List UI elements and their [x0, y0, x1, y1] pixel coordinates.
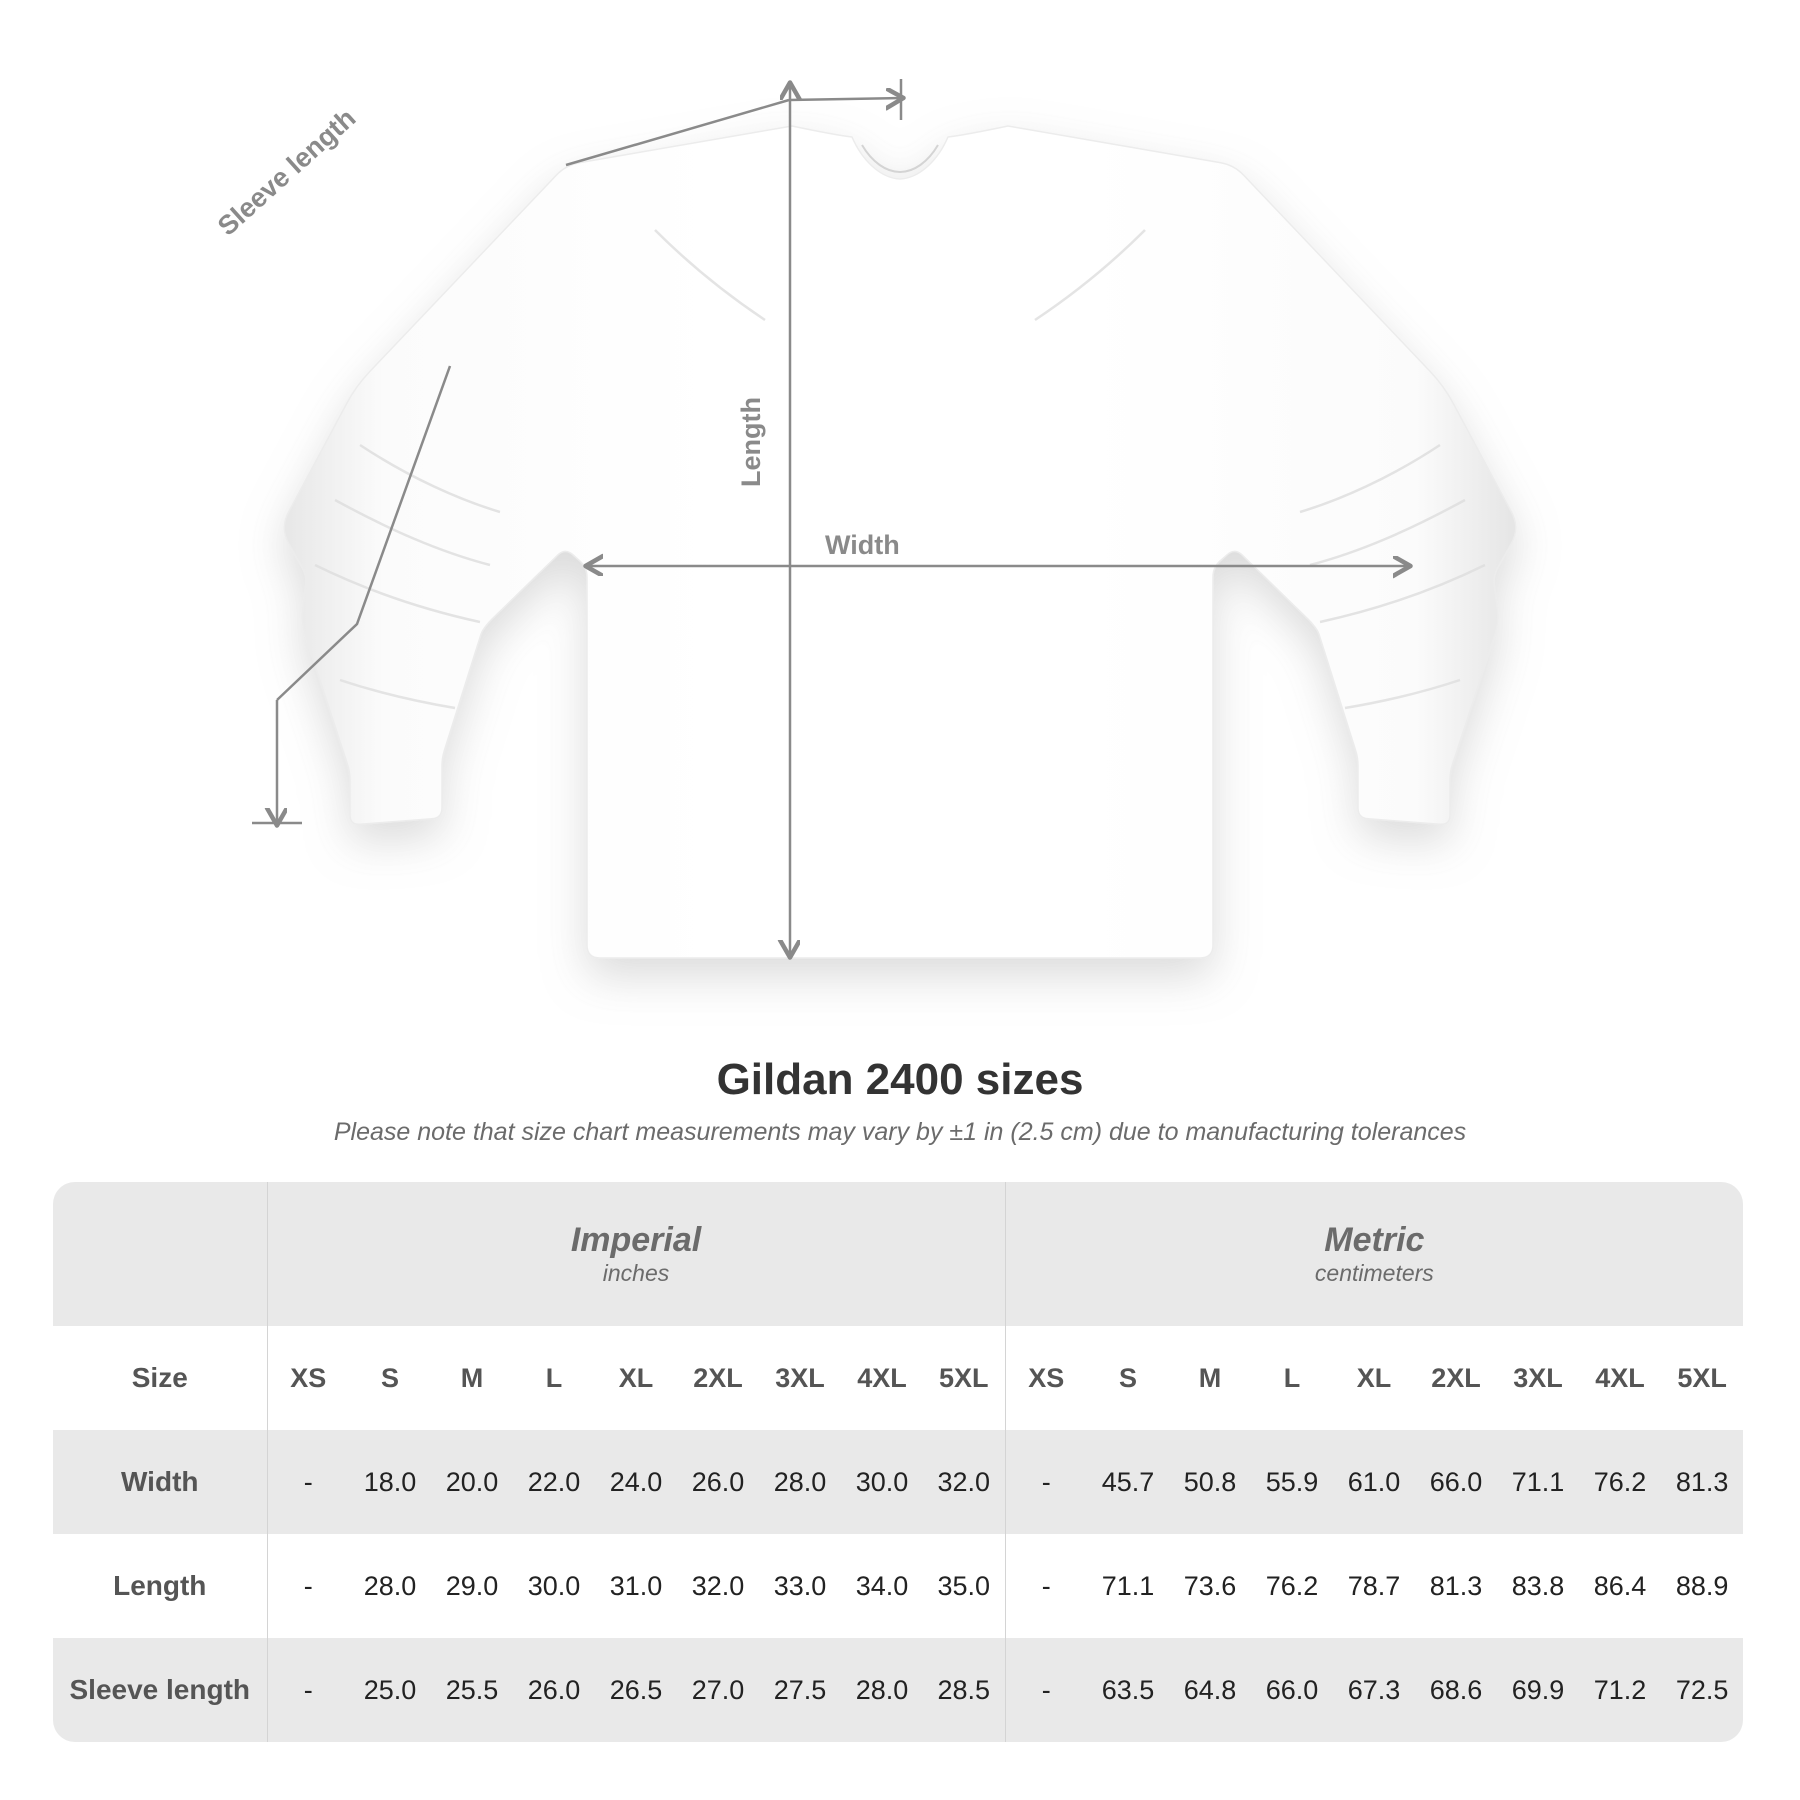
svg-text:Width: Width	[825, 530, 900, 560]
svg-text:Sleeve length: Sleeve length	[212, 103, 361, 242]
svg-text:Length: Length	[736, 397, 766, 487]
